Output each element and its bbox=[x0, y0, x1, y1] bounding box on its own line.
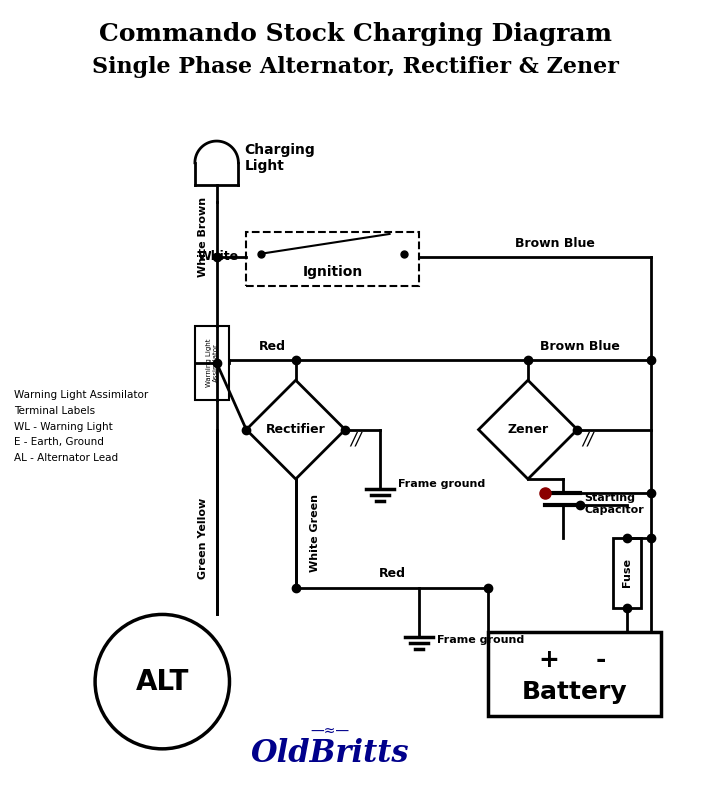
Text: Ignition: Ignition bbox=[303, 265, 363, 278]
Text: Warning Light Assimilator: Warning Light Assimilator bbox=[14, 390, 149, 400]
Text: -: - bbox=[596, 648, 606, 672]
Text: —≈—: —≈— bbox=[311, 724, 350, 738]
Text: Starting
Capacitor: Starting Capacitor bbox=[584, 493, 644, 515]
Circle shape bbox=[95, 614, 230, 749]
Text: OldBritts: OldBritts bbox=[251, 738, 410, 769]
Text: Terminal Labels: Terminal Labels bbox=[14, 406, 95, 416]
Text: Brown Blue: Brown Blue bbox=[515, 238, 595, 250]
Bar bbox=[488, 632, 661, 717]
Text: Red: Red bbox=[259, 340, 286, 353]
Text: ALT: ALT bbox=[136, 668, 189, 696]
Text: AL - Alternator Lead: AL - Alternator Lead bbox=[14, 453, 118, 463]
Text: WL - Warning Light: WL - Warning Light bbox=[14, 422, 113, 432]
Text: Single Phase Alternator, Rectifier & Zener: Single Phase Alternator, Rectifier & Zen… bbox=[92, 56, 619, 78]
Text: //: // bbox=[350, 430, 361, 449]
Text: Commando Stock Charging Diagram: Commando Stock Charging Diagram bbox=[99, 22, 611, 46]
Text: Battery: Battery bbox=[522, 680, 628, 704]
Text: Frame ground: Frame ground bbox=[437, 635, 524, 645]
Text: Frame ground: Frame ground bbox=[397, 479, 485, 489]
Text: Charging
Light: Charging Light bbox=[245, 143, 315, 173]
Text: Rectifier: Rectifier bbox=[266, 423, 326, 436]
Bar bbox=[613, 538, 641, 607]
Text: E - Earth, Ground: E - Earth, Ground bbox=[14, 438, 104, 447]
Text: White Green: White Green bbox=[309, 494, 319, 572]
Text: Brown Blue: Brown Blue bbox=[540, 340, 620, 353]
Text: Warning Light
Assimilator: Warning Light Assimilator bbox=[205, 339, 219, 387]
Text: Fuse: Fuse bbox=[622, 559, 632, 587]
Bar bbox=[246, 232, 419, 286]
Text: +: + bbox=[538, 648, 560, 672]
Bar bbox=[195, 326, 230, 400]
Text: Green Yellow: Green Yellow bbox=[198, 497, 208, 579]
Text: Zener: Zener bbox=[508, 423, 548, 436]
Text: White: White bbox=[197, 250, 238, 263]
Text: //: // bbox=[582, 430, 594, 449]
Text: Red: Red bbox=[378, 567, 405, 580]
Text: White Brown: White Brown bbox=[198, 197, 208, 277]
